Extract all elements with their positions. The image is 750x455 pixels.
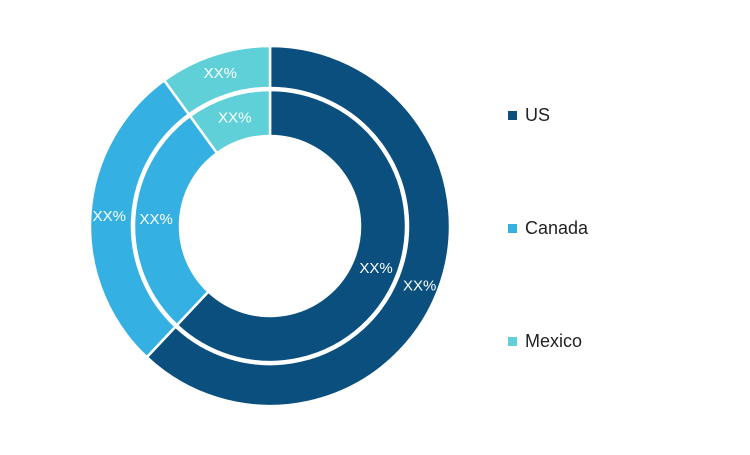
legend: US Canada Mexico — [508, 0, 728, 450]
legend-label-mexico: Mexico — [525, 330, 583, 351]
legend-swatch-canada — [508, 223, 517, 233]
outer-slice-us — [145, 44, 452, 408]
legend-swatch-us — [508, 110, 517, 120]
legend-item-us: US — [508, 103, 550, 127]
inner-label-us: XX% — [359, 260, 392, 277]
legend-item-mexico: Mexico — [508, 329, 582, 353]
legend-label-us: US — [525, 104, 551, 125]
outer-label-mexico: XX% — [204, 65, 237, 82]
legend-swatch-mexico — [508, 336, 517, 346]
legend-label-canada: Canada — [525, 217, 589, 238]
inner-label-canada: XX% — [140, 211, 173, 228]
outer-label-us: XX% — [403, 277, 436, 294]
inner-slice-us — [175, 88, 408, 364]
outer-slice-mexico — [162, 44, 272, 117]
inner-slice-mexico — [188, 88, 272, 155]
inner-label-mexico: XX% — [218, 110, 251, 127]
legend-item-canada: Canada — [508, 216, 588, 240]
outer-label-canada: XX% — [93, 208, 126, 225]
